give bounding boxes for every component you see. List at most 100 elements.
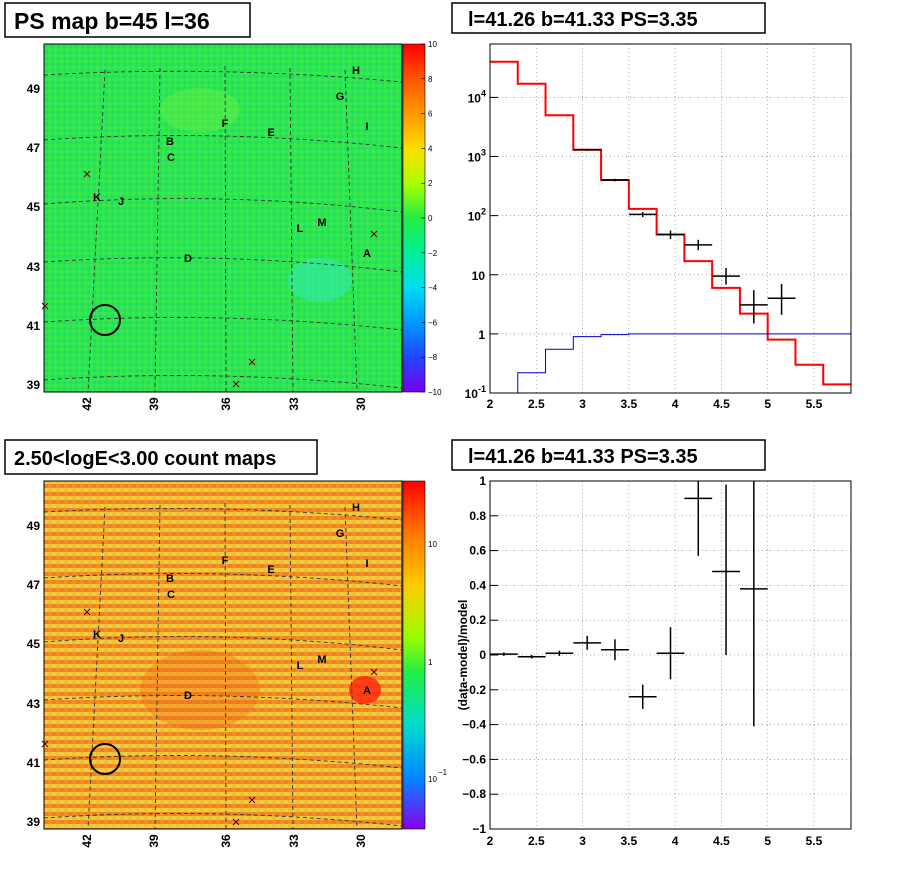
spectrum-y-tick: 102 [468, 207, 486, 224]
count-map-grid [43, 502, 403, 830]
ps-map-source-I: I [365, 121, 368, 133]
ps-colorbar-tick: −8 [428, 353, 438, 362]
count-map-lon-tick: 30 [354, 834, 368, 848]
ps-map-crosses [41, 170, 378, 388]
count-colorbar-tick-1: 1 [428, 658, 433, 667]
ps-colorbar-tick: −4 [428, 284, 438, 293]
count-map-lat-tick: 43 [27, 697, 41, 711]
ps-colorbar-tick: 0 [428, 214, 433, 223]
count-map-lon-tick: 36 [219, 834, 233, 848]
count-map-source-C: C [167, 589, 175, 601]
ps-map-grid [43, 65, 403, 393]
ps-map-lon-tick: 30 [354, 397, 368, 411]
ps-map-colorbar-ticks: 10 8 6 4 2 0 −2 −4 −6 −8 −10 [421, 40, 442, 397]
ps-map-frame [43, 43, 403, 393]
spectrum-x-tick: 5 [764, 397, 771, 411]
count-colorbar-tick-0.1-base: 10 [428, 775, 437, 784]
count-map-crosses [41, 608, 378, 826]
ps-map-lat-tick: 45 [27, 200, 41, 214]
count-colorbar-tick-0.1-exp: −1 [438, 768, 448, 777]
ps-map-source-M: M [317, 217, 326, 229]
count-map-lat-tick: 39 [27, 815, 41, 829]
residual-panel: l=41.26 b=41.33 PS=3.35 2 2.5 3 3.5 4 4.5 5 5.5… [451, 439, 852, 848]
ps-map-source-J: J [118, 196, 124, 208]
ps-map-lat-tick: 41 [27, 319, 41, 333]
count-map-source-H: H [352, 502, 360, 514]
count-map-image [44, 481, 402, 829]
count-map-source-E: E [267, 564, 274, 576]
residual-x-tick: 4.5 [713, 834, 730, 848]
residual-x-tick: 3.5 [621, 834, 638, 848]
residual-x-tick: 5.5 [806, 834, 823, 848]
residual-x-tick: 3 [579, 834, 586, 848]
residual-y-tick: −0.4 [462, 718, 486, 732]
count-map-source-G: G [336, 528, 345, 540]
count-map-lon-tick: 33 [287, 834, 301, 848]
spectrum-x-tick: 3 [579, 397, 586, 411]
count-map-source-B: B [166, 573, 174, 585]
spectrum-panel: l=41.26 b=41.33 PS=3.35 2 2.5 3 3.5 4 4.5 5 5.5… [451, 2, 852, 411]
ps-map-lon-tick: 36 [219, 397, 233, 411]
residual-y-tick: −0.2 [462, 683, 486, 697]
residual-y-tick: 0.8 [469, 509, 486, 523]
spectrum-title-box [451, 2, 766, 34]
residual-y-tick: −0.6 [462, 752, 486, 766]
residual-title-box [451, 439, 766, 471]
residual-x-tick: 4 [672, 834, 679, 848]
ps-map-lat-tick: 43 [27, 260, 41, 274]
spectrum-title: l=41.26 b=41.33 PS=3.35 [468, 9, 698, 31]
count-map-lat-ticks: 49 47 45 43 41 39 [27, 519, 41, 829]
count-map-colorbar [402, 480, 426, 830]
count-map-lat-tick: 45 [27, 637, 41, 651]
count-map-source-I: I [365, 558, 368, 570]
ps-colorbar-tick: −10 [428, 388, 442, 397]
ps-map-lon-tick: 39 [147, 397, 161, 411]
count-map-lon-tick: 39 [147, 834, 161, 848]
spectrum-y-tick: 1 [478, 328, 485, 342]
count-map-lat-tick: 49 [27, 519, 41, 533]
ps-map-source-D: D [184, 253, 192, 265]
count-map-title: 2.50<logE<3.00 count maps [14, 448, 276, 470]
ps-colorbar-tick: −6 [428, 318, 438, 327]
ps-map-source-C: C [167, 152, 175, 164]
residual-y-tick: −0.8 [462, 787, 486, 801]
spectrum-model-blue-step [490, 333, 851, 394]
count-map-source-A: A [363, 685, 371, 697]
spectrum-frame [489, 43, 852, 394]
ps-map-source-G: G [336, 91, 345, 103]
ps-map-lon-tick: 42 [80, 397, 94, 411]
ps-colorbar-tick: 8 [428, 75, 433, 84]
spectrum-model-red-step [490, 60, 851, 386]
ps-map-lighter-blob [160, 88, 240, 132]
count-map-source-L: L [297, 660, 304, 672]
ps-map-target-circle [89, 304, 121, 336]
ps-map-lat-tick: 49 [27, 82, 41, 96]
residual-x-tick: 2 [487, 834, 494, 848]
ps-map-source-E: E [267, 127, 274, 139]
spectrum-x-tick: 2.5 [528, 397, 545, 411]
ps-map-title-box [4, 2, 251, 38]
residual-ylabel: (data-model)/model [456, 600, 470, 711]
ps-map-source-F: F [222, 118, 229, 130]
count-map-panel: 2.50<logE<3.00 count maps H G I F E BC K J L M A D [4, 439, 448, 848]
ps-map-cyan-blob [288, 258, 352, 302]
spectrum-x-tick: 2 [487, 397, 494, 411]
spectrum-y-tick: 104 [468, 88, 486, 105]
count-colorbar-tick-10: 10 [428, 540, 437, 549]
count-map-hot-spot [349, 676, 381, 704]
spectrum-x-tick: 4 [672, 397, 679, 411]
count-map-target-circle [89, 743, 121, 775]
residual-x-tick: 5 [764, 834, 771, 848]
ps-map-lon-tick: 33 [287, 397, 301, 411]
spectrum-y-tick: 10-1 [465, 384, 486, 401]
spectrum-x-tick: 4.5 [713, 397, 730, 411]
count-map-lat-tick: 41 [27, 756, 41, 770]
count-map-source-K: K [93, 629, 101, 641]
ps-colorbar-tick: 4 [428, 144, 433, 153]
ps-map-title: PS map b=45 l=36 [14, 8, 210, 34]
ps-map-source-L: L [297, 223, 304, 235]
count-map-frame [43, 480, 403, 830]
ps-colorbar-tick: 2 [428, 179, 433, 188]
